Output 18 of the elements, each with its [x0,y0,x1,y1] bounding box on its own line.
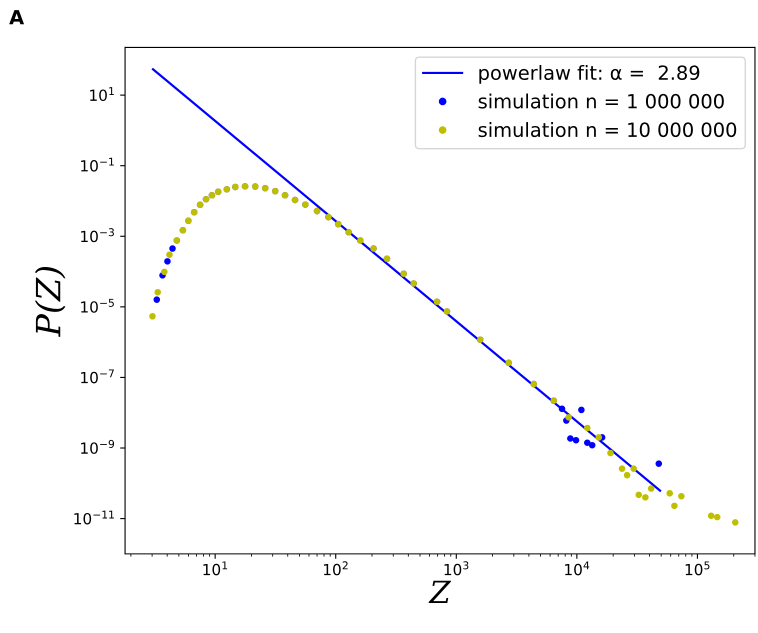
chart-title: A [9,10,24,24]
x-tick-label: 10$^{1}$ [203,561,228,576]
x-tick-label: 10$^{5}$ [686,561,710,576]
y-axis-title: P(Z) [34,266,66,337]
x-tick-label: 10$^{4}$ [565,561,590,576]
y-tick-label: 10$^{−7}$ [81,369,114,384]
x-axis-title: Z [428,580,452,603]
y-tick-label: 10$^{−11}$ [74,510,114,525]
y-tick-label: 10$^{−9}$ [81,440,114,454]
x-tick-label: 10$^{3}$ [444,561,468,576]
y-tick-label: 10$^{−5}$ [81,298,114,313]
y-tick-label: 10$^{−3}$ [81,228,114,242]
legend-label: simulation n = 1 000 000 [478,94,724,109]
y-tick-label: 10$^{−1}$ [81,158,114,172]
legend-label: simulation n = 10 000 000 [478,122,736,138]
y-tick-label: 10$^{1}$ [90,87,114,102]
legend-label: powerlaw fit: α = 2.89 [479,64,700,84]
x-tick-label: 10$^{2}$ [324,561,348,576]
